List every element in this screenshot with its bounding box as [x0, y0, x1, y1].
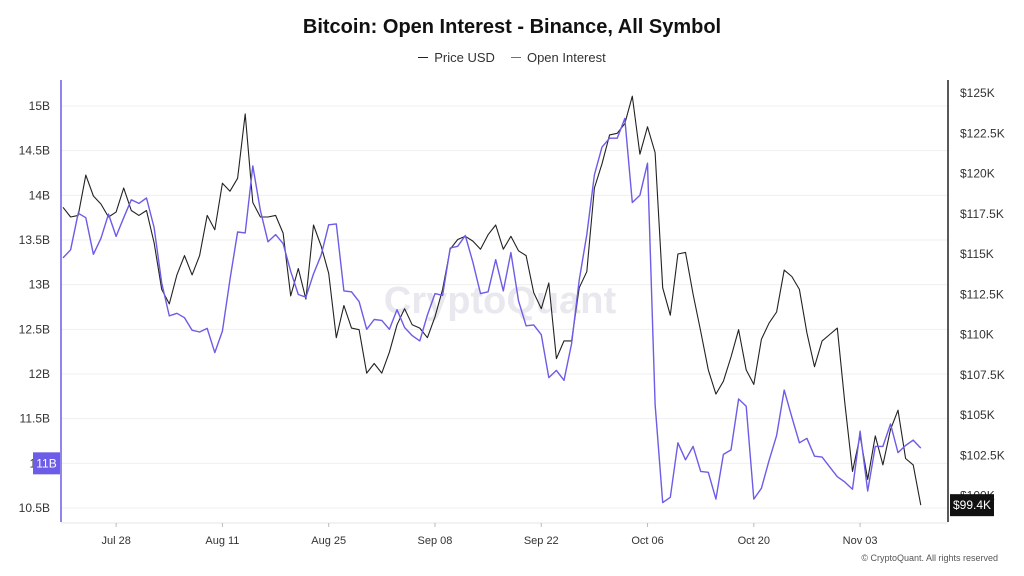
right-axis-tick-label: $107.5K	[960, 368, 1005, 382]
legend-item-open-interest[interactable]: Open Interest	[510, 50, 606, 65]
watermark: CryptoQuant	[384, 280, 617, 322]
right-axis-tick-label: $112.5K	[960, 287, 1004, 301]
legend-label-price: Price USD	[434, 50, 495, 65]
left-axis-tick-label: 14B	[29, 188, 50, 202]
right-axis-tick-label: $105K	[960, 408, 995, 422]
price-last-value-badge	[950, 494, 994, 517]
legend-label-open-interest: Open Interest	[526, 50, 606, 65]
x-axis-tick-label: Oct 20	[738, 535, 770, 547]
x-axis-tick-label: Aug 25	[311, 535, 346, 547]
legend-swatch-price	[418, 57, 429, 58]
open-interest-line[interactable]	[62, 117, 922, 504]
left-axis-tick-label: 14.5B	[19, 144, 50, 158]
x-axis-tick-label: Sep 22	[524, 535, 559, 547]
price-usd-line[interactable]	[62, 95, 922, 506]
x-axis-tick-label: Aug 11	[205, 535, 239, 547]
right-axis-tick-label: $120K	[960, 167, 995, 181]
left-axis-tick-label: 10.5B	[19, 501, 50, 515]
left-axis-tick-label: 11.5B	[20, 412, 50, 426]
x-axis-tick-label: Nov 03	[843, 535, 878, 547]
price-last-value-label: $99.4K	[953, 498, 991, 512]
legend-swatch-open-interest	[510, 57, 521, 58]
right-axis-tick-label: $110K	[960, 328, 994, 342]
left-axis-tick-label: 13B	[29, 278, 50, 292]
left-axis-tick-label: 12.5B	[19, 322, 50, 336]
legend: Price USD Open Interest	[0, 50, 1024, 65]
left-axis-tick-label: 12B	[29, 367, 50, 381]
copyright-notice: © CryptoQuant. All rights reserved	[861, 553, 998, 563]
left-axis-tick-label: 13.5B	[19, 233, 50, 247]
left-axis-cursor-badge	[33, 452, 60, 475]
legend-item-price[interactable]: Price USD	[418, 50, 495, 65]
right-axis-tick-label: $117.5K	[960, 207, 1004, 221]
right-axis-tick-label: $115K	[960, 247, 994, 261]
x-axis-tick-label: Jul 28	[101, 535, 130, 547]
x-axis-tick-label: Oct 06	[631, 535, 663, 547]
right-axis-tick-label: $125K	[960, 86, 995, 100]
left-axis-cursor-label: 11B	[36, 456, 56, 470]
right-axis-tick-label: $102.5K	[960, 448, 1005, 462]
chart-title: Bitcoin: Open Interest - Binance, All Sy…	[302, 16, 722, 38]
left-axis-tick-label: 15B	[29, 99, 50, 113]
right-axis-tick-label: $122.5K	[960, 126, 1005, 140]
x-axis-tick-label: Sep 08	[418, 535, 453, 547]
